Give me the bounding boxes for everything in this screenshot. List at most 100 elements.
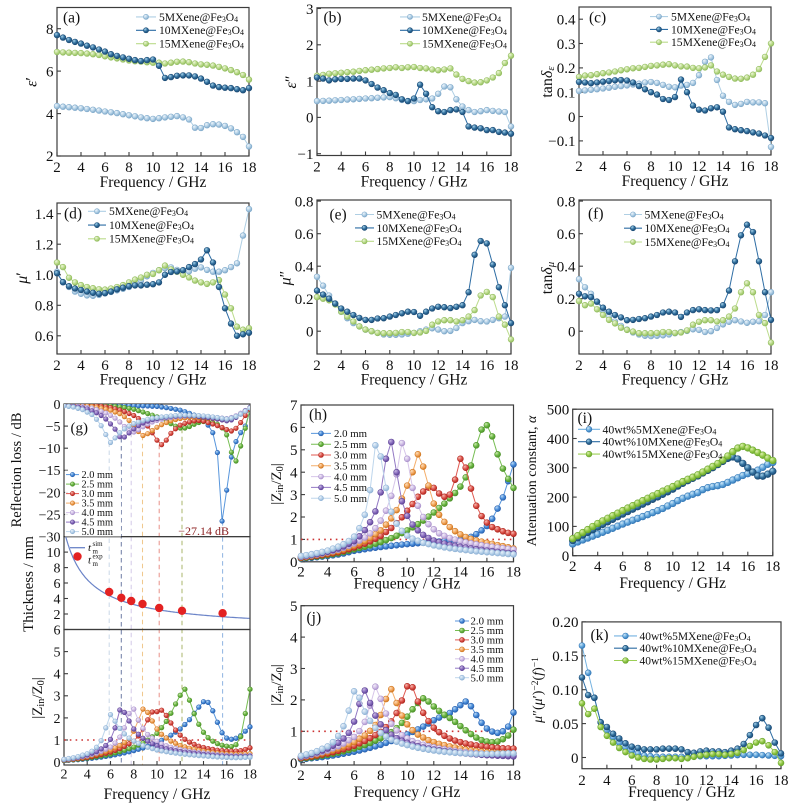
svg-text:3: 3	[54, 690, 61, 705]
svg-text:Reflection loss / dB: Reflection loss / dB	[9, 413, 25, 528]
svg-text:3: 3	[306, 2, 314, 18]
svg-text:0.1: 0.1	[557, 85, 576, 101]
svg-text:4: 4	[54, 592, 61, 607]
svg-text:2: 2	[313, 358, 321, 374]
svg-text:10: 10	[665, 559, 680, 575]
svg-text:100: 100	[547, 520, 570, 536]
svg-text:14: 14	[194, 358, 210, 374]
svg-text:5MXene@Fe3O4: 5MXene@Fe3O4	[377, 208, 456, 221]
svg-text:0: 0	[290, 555, 298, 571]
svg-text:5.0 mm: 5.0 mm	[334, 493, 368, 505]
svg-text:10MXene@Fe3O4: 10MXene@Fe3O4	[159, 24, 244, 37]
svg-text:300: 300	[547, 461, 570, 477]
svg-text:6: 6	[350, 564, 358, 580]
svg-text:16: 16	[749, 773, 765, 789]
svg-text:4.0 mm: 4.0 mm	[471, 654, 505, 666]
svg-text:8: 8	[386, 358, 394, 374]
svg-text:6: 6	[350, 768, 358, 784]
svg-text:10: 10	[47, 546, 61, 561]
svg-text:8: 8	[647, 358, 655, 374]
svg-text:6: 6	[101, 160, 109, 176]
svg-text:5: 5	[54, 646, 61, 661]
svg-text:16: 16	[740, 159, 756, 175]
svg-text:5.0 mm: 5.0 mm	[82, 527, 113, 538]
svg-text:5: 5	[290, 443, 298, 459]
svg-text:10: 10	[146, 358, 161, 374]
svg-text:2: 2	[575, 358, 583, 374]
svg-text:4.5 mm: 4.5 mm	[471, 663, 505, 675]
svg-text:12: 12	[426, 564, 441, 580]
svg-text:2.5 mm: 2.5 mm	[471, 625, 505, 637]
svg-text:2: 2	[306, 38, 314, 54]
svg-text:(i): (i)	[578, 410, 593, 427]
svg-text:14: 14	[453, 768, 469, 784]
svg-text:12: 12	[692, 358, 707, 374]
svg-text:−25: −25	[39, 508, 61, 523]
svg-text:Frequency / GHz: Frequency / GHz	[100, 372, 207, 389]
svg-text:Frequency / GHz: Frequency / GHz	[628, 784, 735, 801]
svg-text:18: 18	[242, 358, 257, 374]
svg-text:0.3: 0.3	[557, 37, 576, 53]
svg-text:14: 14	[716, 358, 732, 374]
svg-text:2.0 mm: 2.0 mm	[334, 428, 368, 440]
svg-text:t: t	[88, 555, 92, 567]
svg-text:3.5 mm: 3.5 mm	[334, 461, 368, 473]
svg-text:1: 1	[306, 74, 314, 90]
svg-text:2: 2	[290, 693, 298, 709]
svg-text:6: 6	[628, 773, 636, 789]
svg-text:t: t	[88, 542, 92, 554]
svg-text:4: 4	[54, 668, 61, 683]
svg-text:−5: −5	[46, 420, 61, 435]
svg-text:3.0 mm: 3.0 mm	[82, 489, 113, 500]
svg-text:Frequency / GHz: Frequency / GHz	[354, 784, 461, 801]
svg-text:8: 8	[644, 559, 652, 575]
svg-text:16: 16	[218, 160, 234, 176]
svg-text:16: 16	[479, 564, 495, 580]
svg-text:−0.1: −0.1	[548, 134, 575, 150]
svg-text:0.15: 0.15	[552, 649, 578, 665]
svg-text:5MXene@Fe3O4: 5MXene@Fe3O4	[671, 11, 750, 24]
svg-text:18: 18	[504, 358, 519, 374]
svg-text:6: 6	[54, 623, 61, 638]
svg-text:10MXene@Fe3O4: 10MXene@Fe3O4	[671, 23, 756, 36]
svg-text:Frequency / GHz: Frequency / GHz	[619, 575, 726, 592]
svg-text:14: 14	[197, 768, 211, 783]
svg-text:exp: exp	[93, 553, 104, 561]
svg-text:5MXene@Fe3O4: 5MXene@Fe3O4	[422, 11, 501, 24]
svg-text:12: 12	[170, 358, 185, 374]
svg-text:Frequency / GHz: Frequency / GHz	[104, 786, 211, 803]
svg-text:(e): (e)	[330, 207, 347, 224]
svg-text:14: 14	[716, 159, 732, 175]
svg-text:Thickness / mm: Thickness / mm	[21, 536, 37, 632]
svg-text:−10: −10	[39, 442, 61, 457]
svg-text:Frequency / GHz: Frequency / GHz	[361, 372, 468, 389]
svg-text:10: 10	[400, 768, 415, 784]
svg-text:(h): (h)	[309, 407, 327, 424]
svg-text:4: 4	[337, 358, 345, 374]
svg-text:1: 1	[290, 533, 298, 549]
svg-text:2: 2	[46, 149, 54, 165]
svg-text:Attenuation constant, α: Attenuation constant, α	[525, 415, 540, 546]
svg-text:14: 14	[715, 559, 731, 575]
svg-text:2: 2	[297, 564, 305, 580]
svg-text:6: 6	[101, 358, 109, 374]
svg-text:0.8: 0.8	[295, 194, 314, 210]
svg-text:2: 2	[290, 510, 298, 526]
svg-text:4: 4	[337, 160, 345, 176]
svg-text:2: 2	[569, 559, 577, 575]
svg-text:8: 8	[377, 768, 385, 784]
svg-text:4.0 mm: 4.0 mm	[334, 471, 368, 483]
svg-text:0.6: 0.6	[295, 227, 314, 243]
svg-text:200: 200	[547, 490, 570, 506]
svg-text:16: 16	[479, 358, 495, 374]
svg-text:4: 4	[599, 159, 607, 175]
svg-text:14: 14	[453, 564, 469, 580]
svg-text:3.0 mm: 3.0 mm	[334, 450, 368, 462]
svg-text:(j): (j)	[307, 610, 322, 627]
svg-text:8: 8	[125, 160, 133, 176]
svg-text:12: 12	[699, 773, 714, 789]
svg-text:10: 10	[146, 160, 161, 176]
svg-text:(c): (c)	[589, 10, 606, 27]
svg-text:16: 16	[740, 358, 756, 374]
svg-text:5MXene@Fe3O4: 5MXene@Fe3O4	[159, 11, 238, 24]
